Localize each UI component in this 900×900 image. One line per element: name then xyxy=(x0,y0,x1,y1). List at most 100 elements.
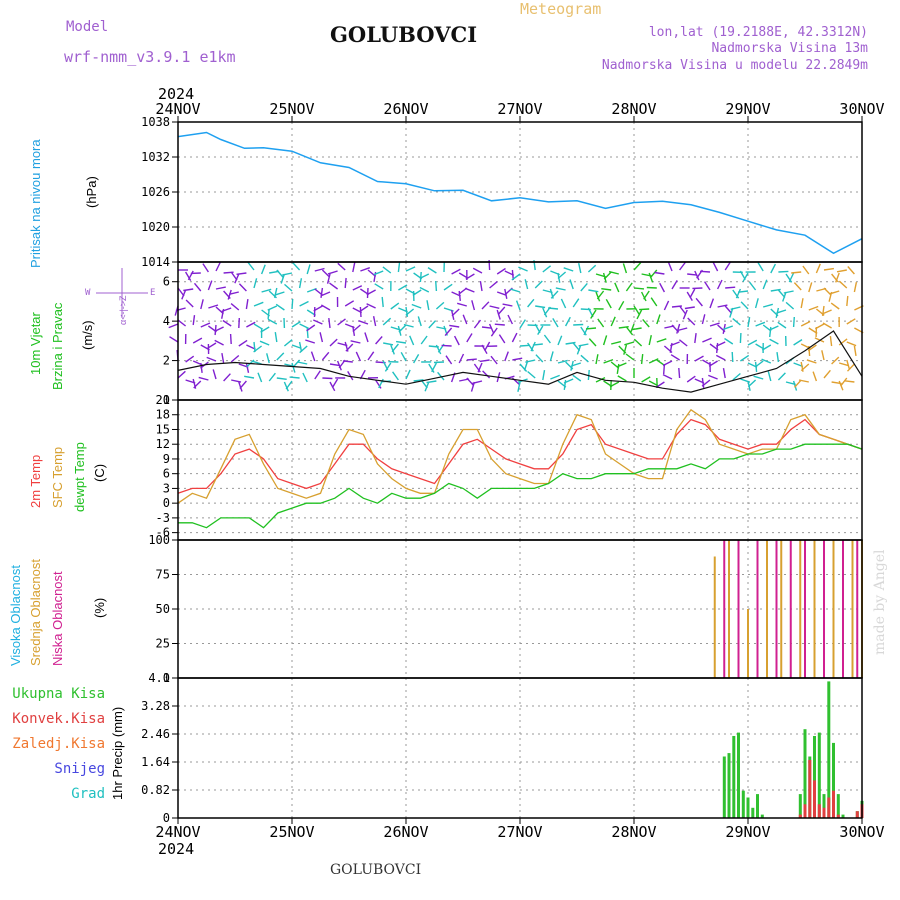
wind-barb xyxy=(375,379,382,389)
wind-barb xyxy=(761,358,772,364)
wind-barb xyxy=(322,377,333,380)
wind-compass-axis: α<-|->Z xyxy=(118,295,128,325)
panel-bg-4 xyxy=(178,678,862,818)
wind-barb xyxy=(846,295,849,307)
wind-barb xyxy=(557,335,563,346)
wind-barb xyxy=(754,360,764,368)
wind-barb xyxy=(793,379,802,388)
wind-barb xyxy=(684,306,695,310)
precip-total-bar xyxy=(803,729,807,818)
wind-barb xyxy=(755,321,766,327)
wind-barb xyxy=(782,291,787,302)
wind-barb xyxy=(667,261,673,272)
wind-barb xyxy=(530,341,536,352)
wind-barb xyxy=(347,371,354,381)
wind-barb xyxy=(337,262,346,271)
wind-barb xyxy=(571,362,582,367)
wind-barb xyxy=(548,307,559,310)
wind-barb xyxy=(695,297,703,307)
wind-barb xyxy=(273,287,278,298)
wind-barb xyxy=(625,326,634,336)
wind-barb xyxy=(671,280,678,290)
wind-barb xyxy=(515,300,521,311)
time-label-bottom: 29NOV xyxy=(725,823,770,841)
wind-barb xyxy=(465,273,475,280)
temp-tick-label: -6 xyxy=(156,526,170,540)
wind-barb xyxy=(724,261,732,271)
wind-barb xyxy=(524,279,529,290)
precip-total-bar xyxy=(722,756,726,818)
precip-total-bar xyxy=(832,742,835,818)
pressure-line xyxy=(177,131,863,255)
wind-barb xyxy=(663,300,670,311)
precip-total-bar xyxy=(741,790,745,818)
wind-barb xyxy=(223,373,231,382)
wind-barb xyxy=(403,323,414,328)
wind-barb xyxy=(715,354,726,361)
lonlat-text: lon,lat (19.2188E, 42.3312N) xyxy=(648,25,868,40)
wind-barb xyxy=(193,282,202,292)
wind-barb xyxy=(517,381,521,392)
wind-barb xyxy=(686,291,693,301)
wind-barb xyxy=(777,372,786,381)
wind-barb xyxy=(419,271,422,283)
wind-barb xyxy=(783,290,794,294)
time-label-bottom: 26NOV xyxy=(383,823,428,841)
wind-barb xyxy=(435,301,445,310)
wind-barb xyxy=(321,351,330,361)
wind-barb xyxy=(417,316,422,327)
wind-barb xyxy=(398,324,407,333)
wind-barb xyxy=(391,343,399,353)
wind-barb xyxy=(747,339,758,346)
wind-barb xyxy=(641,376,651,383)
wind-barb xyxy=(812,371,818,382)
wind-barb xyxy=(722,367,726,379)
precip-conv-bar xyxy=(855,811,859,818)
wind-barb xyxy=(776,309,787,314)
wind-barb xyxy=(802,265,810,275)
wind-barb xyxy=(428,320,437,329)
wind-barb xyxy=(428,363,435,373)
wind-barb xyxy=(769,338,779,345)
wind-barb xyxy=(192,337,203,344)
wind-barb xyxy=(412,289,422,296)
wind-barb xyxy=(595,291,601,302)
wind-barb xyxy=(596,290,605,300)
wind-barb xyxy=(778,270,789,273)
wind-barb xyxy=(381,296,384,308)
precip-conv-bar xyxy=(817,804,821,818)
wind-barb xyxy=(390,344,395,355)
wind-barb xyxy=(419,273,430,280)
wind-barb xyxy=(853,345,857,357)
wind-barb xyxy=(646,286,657,289)
wind-barb xyxy=(230,303,240,311)
wind-barb xyxy=(747,379,757,388)
wind-barb xyxy=(239,380,247,390)
wind-barb xyxy=(320,304,331,311)
wind-barb xyxy=(715,341,726,347)
precip-legend-snow: Snijeg xyxy=(54,761,105,777)
wind-barb xyxy=(405,266,416,272)
wind-barb xyxy=(633,287,645,290)
wind-barb xyxy=(291,344,302,350)
wind-barb xyxy=(336,360,342,371)
wind-barb xyxy=(701,314,706,325)
wind-barb xyxy=(557,271,567,280)
time-label-bottom: 25NOV xyxy=(269,823,314,841)
wind-barb xyxy=(542,369,546,381)
wind-barb xyxy=(815,263,821,274)
wind-barb xyxy=(253,301,264,307)
wind-barb xyxy=(550,290,559,299)
wind-barb xyxy=(595,376,606,383)
wind-barb xyxy=(390,302,400,310)
precip-legend-total: Ukupna Kisa xyxy=(12,686,105,702)
wind-barb xyxy=(482,370,491,379)
wind-barb xyxy=(382,317,392,326)
wind-barb xyxy=(689,288,696,299)
time-label-top: 25NOV xyxy=(269,100,314,118)
temp-tick-label: 21 xyxy=(156,393,170,407)
wind-barb xyxy=(527,298,535,308)
precip-total-bar xyxy=(822,794,826,818)
cloud-tick-label: 75 xyxy=(156,568,170,582)
